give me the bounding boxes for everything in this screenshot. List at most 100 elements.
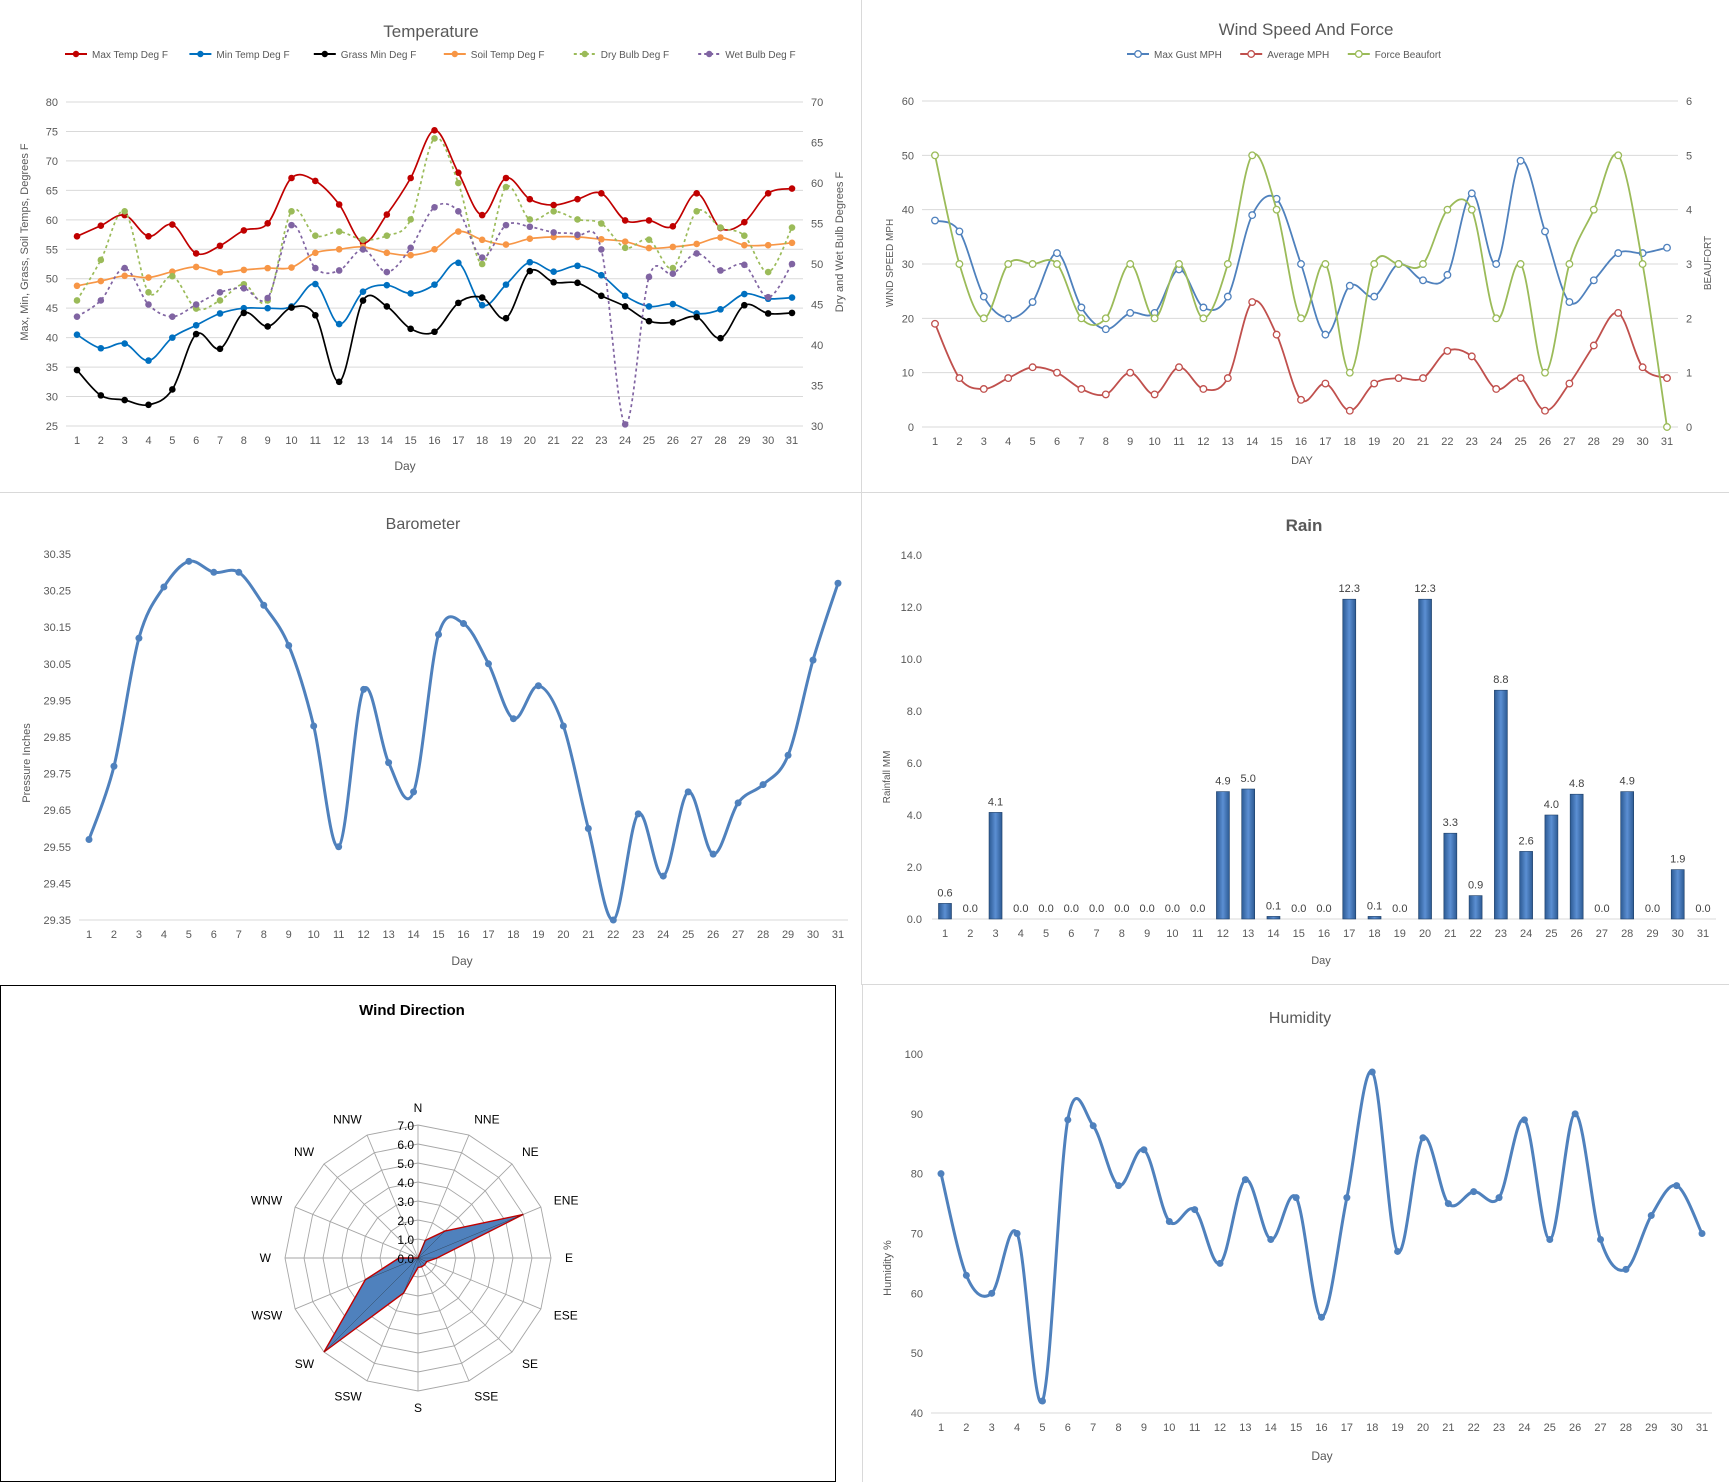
humidity-chart-panel: Humidity Day Humidity % 40 50 60 70 80 90 100 1… (862, 985, 1729, 1482)
wind-speed-series-max-gust-mph-point (1443, 270, 1452, 279)
humidity-series-line-point (1368, 1068, 1376, 1076)
temperature-x-tick: 1 (74, 435, 80, 447)
barometer-y-tick: 30.05 (43, 659, 71, 671)
humidity-series-line-point (1495, 1194, 1503, 1202)
temperature-series-grass-min-deg-f-point (502, 314, 510, 322)
temperature-x-tick: 2 (98, 435, 104, 447)
temperature-y2-tick: 35 (811, 381, 823, 393)
temperature-series-max-temp-deg-f-point (216, 242, 224, 250)
barometer-plot: 29.35 29.45 29.55 29.65 29.75 29.85 29.95 30.05… (43, 549, 848, 941)
humidity-x-tick: 26 (1569, 1422, 1581, 1434)
rain-x-tick: 12 (1217, 928, 1229, 940)
wind-speed-x-tick: 18 (1344, 436, 1356, 448)
wind-direction-chart-panel: Wind Direction 0.0 1.0 2.0 3.0 4.0 5.0 6.0 7.0 N… (0, 985, 836, 1482)
temperature-series-grass-min-deg-f-point (717, 334, 724, 342)
temperature-x-tick: 14 (381, 435, 393, 447)
temperature-series-max-temp-deg-f-point (645, 217, 653, 224)
rain-x-tick: 23 (1495, 928, 1507, 940)
wind-speed-series-force-beaufort-point (1272, 205, 1281, 214)
wind-direction-spoke (294, 1206, 419, 1259)
temperature-series-min-temp-deg-f-point (645, 303, 653, 310)
temperature-x-tick: 8 (241, 435, 247, 447)
wind-speed-series-average-mph-point (1101, 390, 1110, 399)
barometer-chart: Barometer Day Pressure Inches 29.35 29.45… (21, 516, 848, 968)
wind-speed-series-force-beaufort-point (1345, 368, 1354, 377)
wind-speed-series-max-gust-mph-point (955, 227, 964, 236)
temperature-series-soil-temp-deg-f-point (455, 228, 462, 235)
wind-speed-series-max-gust-mph-point (1248, 211, 1257, 220)
temperature-series-wet-bulb-deg-f-point (550, 229, 557, 236)
barometer-x-tick: 13 (382, 929, 394, 941)
temperature-x-tick: 24 (619, 435, 631, 447)
temperature-series-soil-temp-deg-f-point (97, 277, 105, 285)
humidity-x-tick: 2 (963, 1422, 969, 1434)
temperature-x-tick: 9 (265, 435, 271, 447)
temperature-series-min-temp-deg-f-point (240, 304, 248, 312)
wind-speed-x-tick: 25 (1514, 436, 1526, 448)
wind-speed-series-force-beaufort-point (1126, 260, 1135, 268)
temperature-series-max-temp-deg-f-point (502, 174, 510, 182)
temperature-series-grass-min-deg-f-point (431, 328, 438, 336)
wind-speed-x-tick: 3 (981, 436, 987, 448)
barometer-y-tick: 29.65 (43, 805, 71, 817)
wind-speed-series-average-mph-point (1370, 379, 1379, 388)
wind-speed-x-tick: 1 (932, 436, 938, 448)
wind-speed-series-average-mph-point (1077, 385, 1086, 393)
temperature-series-max-temp-deg-f-point (383, 211, 391, 218)
wind-direction-spoke (366, 1134, 419, 1259)
humidity-x-tick: 7 (1090, 1422, 1096, 1434)
humidity-chart: Humidity Day Humidity % 40 50 60 70 80 90 100 1… (882, 1010, 1712, 1463)
barometer-y-tick: 29.85 (43, 732, 71, 744)
wind-direction-chart: Wind Direction 0.01.02.03.04.05.06.07.0N… (251, 1002, 579, 1415)
rain-y-tick: 0.0 (907, 914, 922, 926)
temperature-x-tick: 20 (524, 435, 536, 447)
temperature-y-label-right: Dry and Wet Bulb Degrees F (834, 172, 846, 313)
temperature-series-grass-min-deg-f-point (741, 301, 748, 309)
humidity-series-line-point (1292, 1194, 1300, 1202)
wind-speed-series-average-mph-point (1638, 363, 1647, 372)
humidity-series-line-point (1647, 1212, 1655, 1220)
rain-title: Rain (1286, 516, 1323, 535)
rain-x-tick: 4 (1018, 928, 1024, 940)
wind-direction-r-tick: 1.0 (397, 1233, 414, 1247)
temperature-y-tick: 25 (46, 421, 58, 433)
barometer-y-tick: 29.55 (43, 842, 71, 854)
humidity-x-tick: 10 (1163, 1422, 1175, 1434)
barometer-x-tick: 12 (358, 929, 370, 941)
barometer-series-line-point (460, 620, 467, 628)
wind-speed-series-force-beaufort-point (1297, 314, 1305, 323)
rain-data-label: 3.3 (1443, 817, 1458, 829)
temperature-series-wet-bulb-deg-f-point (216, 289, 224, 296)
rain-x-tick: 31 (1697, 928, 1709, 940)
temperature-series-wet-bulb-deg-f-point (645, 273, 653, 281)
wind-speed-x-label: DAY (1291, 455, 1313, 467)
wind-direction-label-sw: SW (295, 1357, 315, 1371)
rain-x-tick: 27 (1596, 928, 1608, 940)
temperature-series-grass-min-deg-f-point (335, 378, 343, 386)
temperature-series-wet-bulb-deg-f-point (431, 204, 438, 211)
rain-x-tick: 13 (1242, 928, 1254, 940)
temperature-legend-grass-min-deg-f-marker (321, 50, 328, 58)
humidity-series-line-point (1140, 1146, 1148, 1154)
temperature-legend-max-temp-deg-f-marker (72, 50, 80, 58)
wind-speed-x-tick: 9 (1127, 436, 1133, 448)
wind-direction-label-se: SE (522, 1357, 538, 1371)
temperature-series-grass-min-deg-f-point (407, 325, 414, 333)
wind-speed-y-tick: 40 (902, 205, 914, 217)
wind-direction-inner-spoke (417, 1257, 422, 1267)
rain-y-label: Rainfall MM (882, 751, 893, 804)
temperature-series-soil-temp-deg-f-point (502, 241, 510, 248)
temperature-series-grass-min-deg-f-point (574, 279, 581, 287)
rain-data-label: 0.0 (1695, 903, 1710, 915)
wind-speed-series-force-beaufort-point (1199, 314, 1208, 323)
temperature-y-tick: 75 (46, 126, 58, 138)
temperature-series-grass-min-deg-f-point (97, 392, 105, 399)
temperature-y-tick: 45 (46, 303, 58, 315)
humidity-y-tick: 100 (905, 1049, 923, 1061)
wind-speed-series-average-mph-point (931, 319, 939, 328)
wind-speed-series-average-mph-point (1541, 406, 1549, 415)
rain-x-tick: 28 (1621, 928, 1633, 940)
barometer-y-label: Pressure Inches (21, 723, 33, 803)
wind-speed-x-tick: 4 (1005, 436, 1011, 448)
barometer-x-tick: 30 (807, 929, 819, 941)
